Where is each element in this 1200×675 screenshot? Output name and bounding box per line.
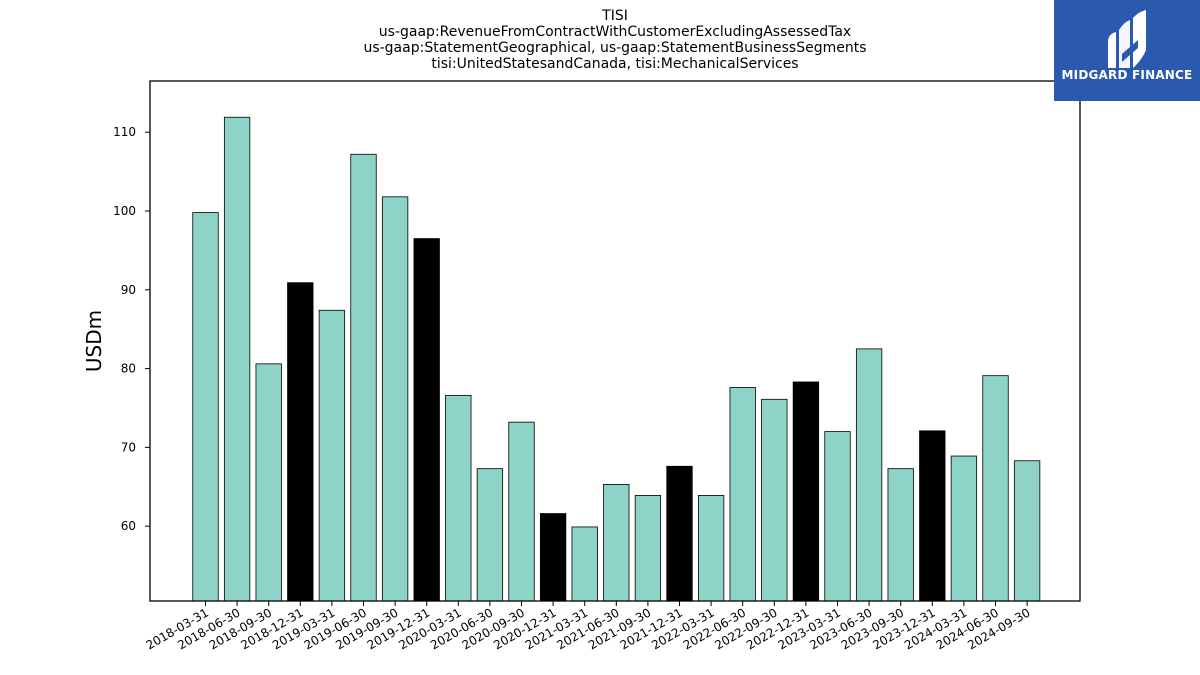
bar-2019-12-31 bbox=[413, 238, 440, 602]
bar-2021-12-31 bbox=[666, 465, 693, 602]
y-axis: 60 70 80 90 100 110 bbox=[113, 125, 150, 533]
bar-2020-09-30 bbox=[508, 421, 535, 602]
bar-2023-06-30 bbox=[855, 348, 883, 602]
midgard-finance-logo: MIDGARD FINANCE bbox=[1054, 0, 1200, 101]
bar-2022-03-31 bbox=[697, 495, 725, 602]
bar-2019-06-30 bbox=[350, 153, 377, 602]
bar-2021-03-31 bbox=[571, 526, 598, 602]
y-tick-label: 60 bbox=[121, 519, 136, 533]
chart-title-line-2: us-gaap:RevenueFromContractWithCustomerE… bbox=[378, 24, 852, 40]
bar-2020-03-31 bbox=[445, 394, 472, 602]
bar-2018-09-30 bbox=[255, 363, 282, 602]
bar-2022-06-30 bbox=[729, 387, 756, 602]
logo-mark-icon bbox=[1108, 10, 1146, 68]
bar-2023-09-30 bbox=[887, 468, 914, 602]
y-axis-label: USDm bbox=[82, 310, 106, 372]
bars-group bbox=[192, 116, 1041, 602]
chart-title-line-4: tisi:UnitedStatesandCanada, tisi:Mechani… bbox=[431, 56, 799, 72]
bar-2019-09-30 bbox=[381, 196, 409, 602]
bar-2023-03-31 bbox=[824, 431, 851, 602]
bar-2022-12-31 bbox=[792, 381, 820, 602]
bar-2018-12-31 bbox=[287, 282, 314, 602]
bar-2018-06-30 bbox=[223, 116, 251, 602]
bar-2023-12-31 bbox=[919, 430, 946, 602]
chart-title-line-3: us-gaap:StatementGeographical, us-gaap:S… bbox=[363, 40, 867, 56]
bar-2019-03-31 bbox=[318, 309, 346, 602]
chart-title-line-1: TISI bbox=[602, 8, 628, 24]
y-tick-label: 90 bbox=[121, 283, 136, 297]
bar-2024-06-30 bbox=[982, 375, 1009, 602]
bar-2022-09-30 bbox=[761, 398, 788, 602]
plot-frame bbox=[149, 80, 1081, 602]
bar-2024-03-31 bbox=[950, 455, 978, 602]
bar-2018-03-31 bbox=[192, 212, 219, 602]
bar-2020-06-30 bbox=[476, 468, 504, 602]
y-tick-label: 110 bbox=[113, 125, 136, 139]
y-tick-label: 100 bbox=[113, 204, 136, 218]
bar-2021-09-30 bbox=[634, 495, 662, 602]
y-tick-label: 80 bbox=[121, 362, 136, 376]
x-axis: 2018-03-312018-06-302018-09-302018-12-31… bbox=[144, 601, 1033, 652]
y-tick-label: 70 bbox=[121, 440, 136, 454]
bar-2020-12-31 bbox=[539, 513, 567, 602]
logo-text: MIDGARD FINANCE bbox=[1061, 68, 1193, 82]
bar-2021-06-30 bbox=[603, 483, 630, 602]
bar-2024-09-30 bbox=[1013, 460, 1041, 602]
